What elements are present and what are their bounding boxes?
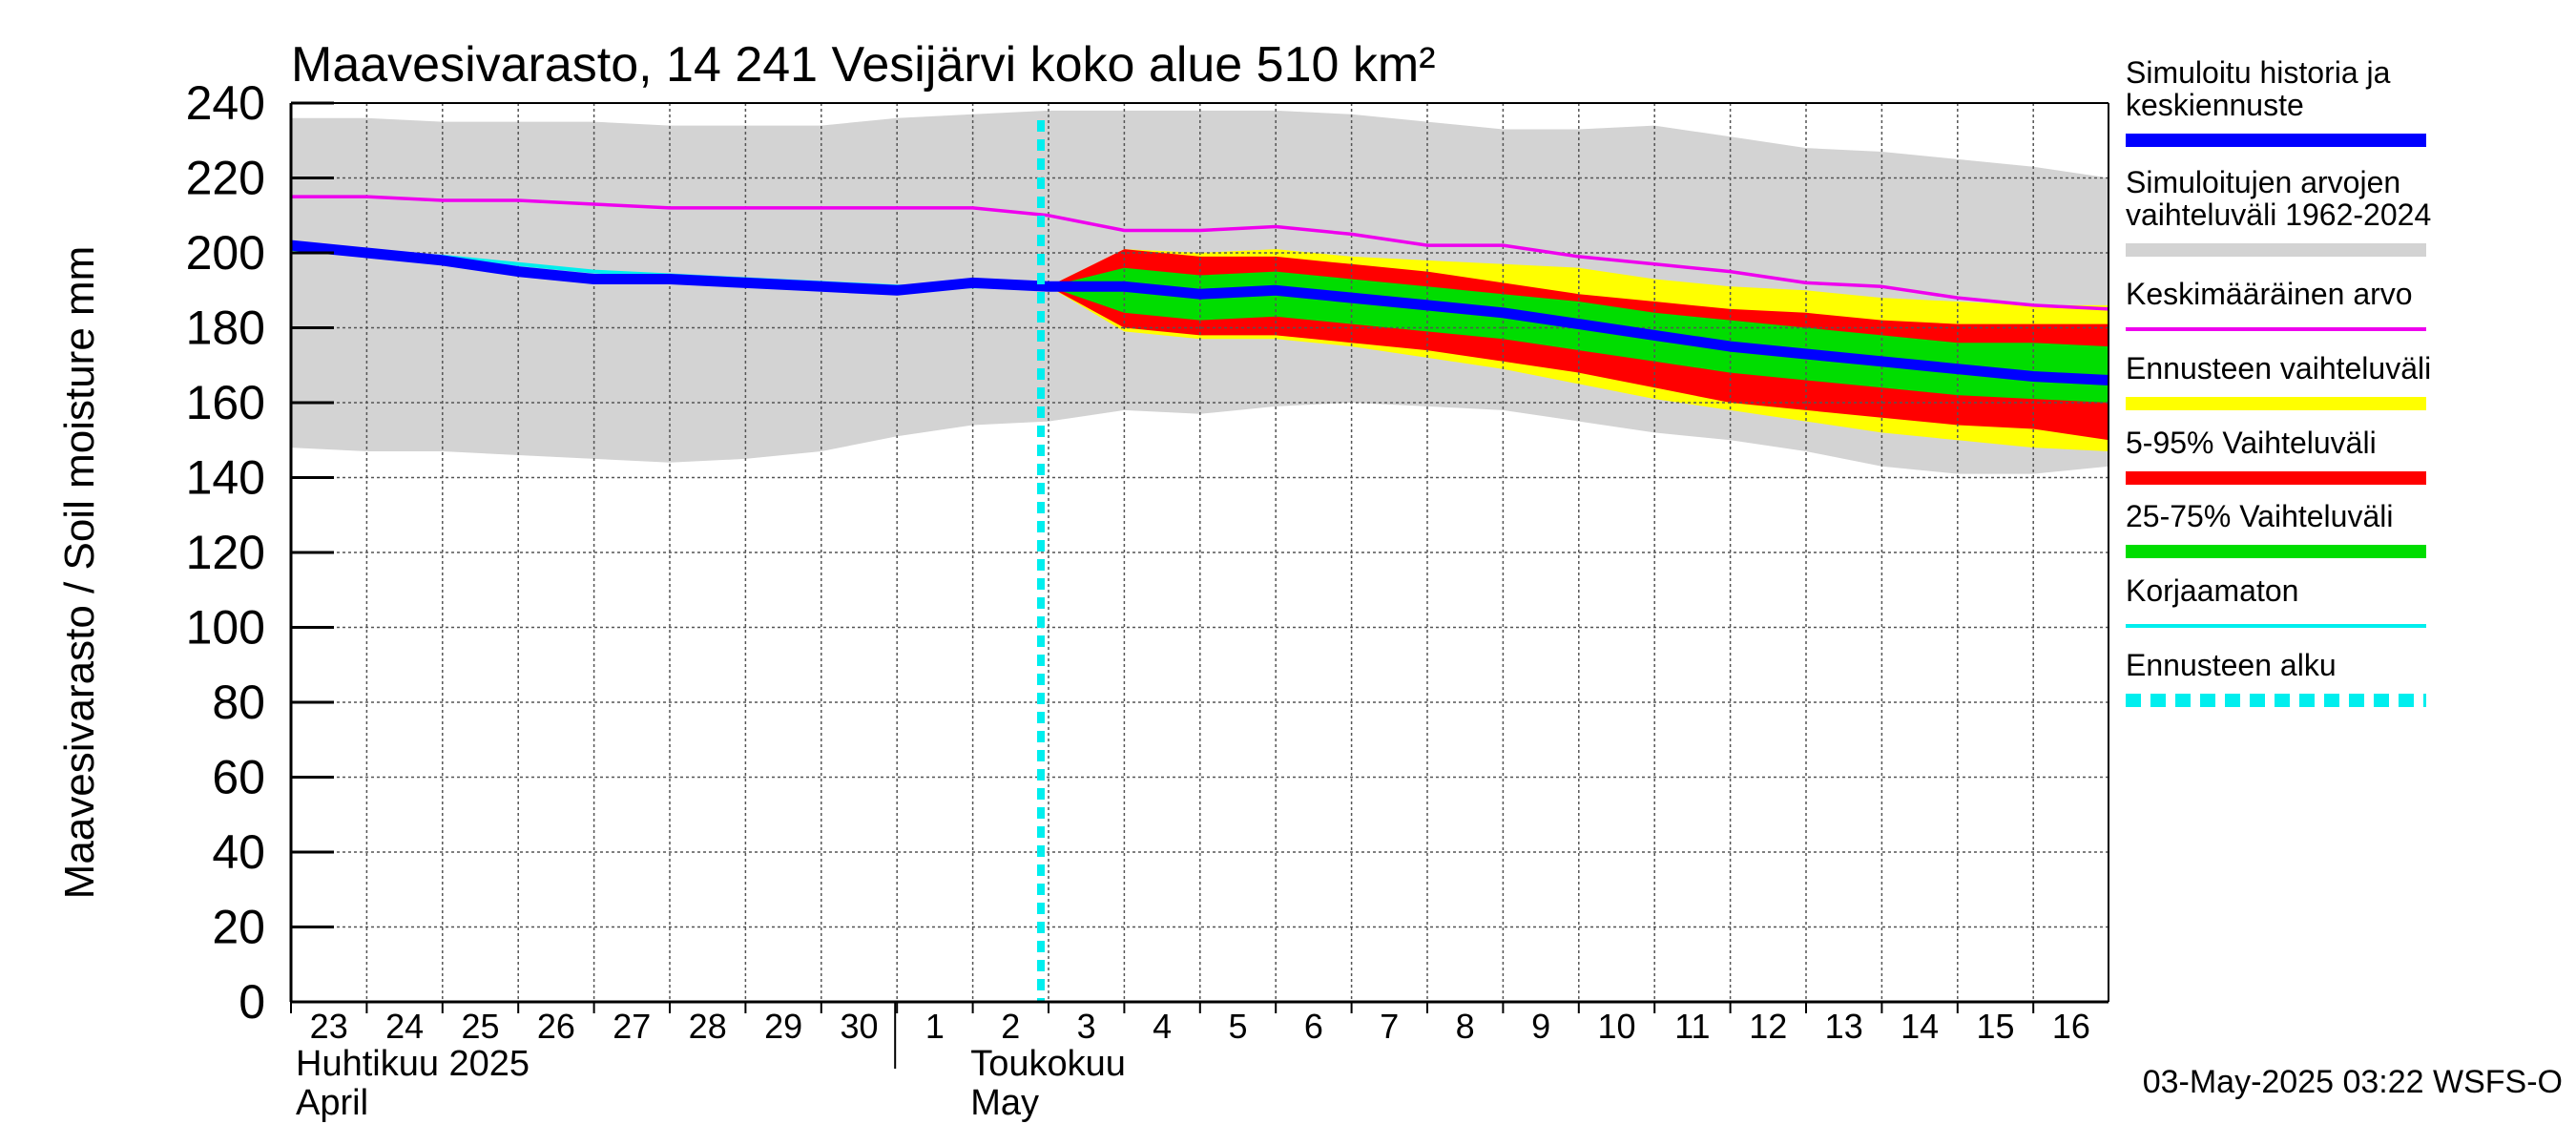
x-tick-label: 24 — [385, 1007, 424, 1046]
x-tick-label: 25 — [461, 1007, 499, 1046]
series-lines — [290, 120, 2109, 1002]
x-tick-label: 14 — [1901, 1007, 1939, 1046]
y-tick-label: 180 — [186, 302, 265, 355]
legend-label: keskiennuste — [2126, 88, 2304, 122]
x-tick-label: 15 — [1976, 1007, 2014, 1046]
x-tick-label: 3 — [1077, 1007, 1096, 1046]
x-tick-label: 11 — [1674, 1007, 1710, 1046]
month-label-fi: Huhtikuu 2025 — [296, 1044, 530, 1084]
y-axis-label: Maavesivarasto / Soil moisture mm — [56, 246, 103, 900]
x-tick-label: 8 — [1456, 1007, 1475, 1046]
y-tick-label: 220 — [186, 152, 265, 205]
y-tick-label: 140 — [186, 451, 265, 505]
legend-label: Simuloitujen arvojen — [2126, 165, 2400, 199]
legend-label: Simuloitu historia ja — [2126, 55, 2391, 90]
x-tick-label: 10 — [1597, 1007, 1635, 1046]
y-tick-label: 240 — [186, 76, 265, 130]
month-label-fi: Toukokuu — [970, 1044, 1126, 1084]
x-tick-label: 12 — [1749, 1007, 1787, 1046]
legend-label: 25-75% Vaihteluväli — [2126, 499, 2393, 533]
x-tick-label: 29 — [764, 1007, 802, 1046]
x-tick-label: 16 — [2052, 1007, 2090, 1046]
x-tick-label: 30 — [840, 1007, 878, 1046]
simulated-line — [290, 239, 2109, 385]
legend-label: 5-95% Vaihteluväli — [2126, 426, 2377, 460]
timestamp: 03-May-2025 03:22 WSFS-O — [2143, 1064, 2563, 1100]
month-label-en: May — [970, 1083, 1039, 1123]
y-tick-label: 80 — [212, 676, 265, 729]
x-tick-label: 1 — [925, 1007, 945, 1046]
p25-75-band — [1049, 267, 2109, 403]
x-tick-label: 5 — [1228, 1007, 1247, 1046]
chart-title: Maavesivarasto, 14 241 Vesijärvi koko al… — [291, 37, 1436, 93]
x-tick-label: 9 — [1531, 1007, 1550, 1046]
y-tick-label: 100 — [186, 601, 265, 655]
y-axis-ticks: 0 20 40 60 80 100 120 140 160 180 200 220 240 — [186, 76, 334, 1029]
grid-lines — [291, 103, 2109, 1002]
y-tick-label: 200 — [186, 226, 265, 280]
x-tick-label: 6 — [1304, 1007, 1323, 1046]
x-axis-ticks: 23 24 25 26 27 28 29 30 1 2 3 4 5 6 7 8 9 10 11 12 13 14 15 16 — [290, 1002, 2090, 1046]
y-tick-label: 20 — [212, 901, 265, 954]
x-tick-label: 23 — [310, 1007, 348, 1046]
y-tick-label: 40 — [212, 825, 265, 879]
y-tick-label: 0 — [239, 975, 265, 1029]
x-tick-label: 7 — [1380, 1007, 1399, 1046]
x-tick-label: 2 — [1001, 1007, 1020, 1046]
y-tick-label: 120 — [186, 526, 265, 579]
legend-label: Korjaamaton — [2126, 573, 2298, 608]
mean-line — [291, 195, 2109, 311]
legend-label: Keskimääräinen arvo — [2126, 277, 2413, 311]
x-tick-label: 4 — [1153, 1007, 1172, 1046]
x-tick-label: 13 — [1825, 1007, 1863, 1046]
x-tick-label: 27 — [613, 1007, 651, 1046]
legend-label: Ennusteen alku — [2126, 648, 2337, 682]
legend-label: Ennusteen vaihteluväli — [2126, 351, 2431, 385]
y-tick-label: 160 — [186, 376, 265, 429]
x-tick-label: 28 — [689, 1007, 727, 1046]
legend-label: vaihteluväli 1962-2024 — [2126, 198, 2431, 232]
x-tick-label: 26 — [537, 1007, 575, 1046]
y-tick-label: 60 — [212, 751, 265, 804]
month-label-en: April — [296, 1083, 368, 1123]
